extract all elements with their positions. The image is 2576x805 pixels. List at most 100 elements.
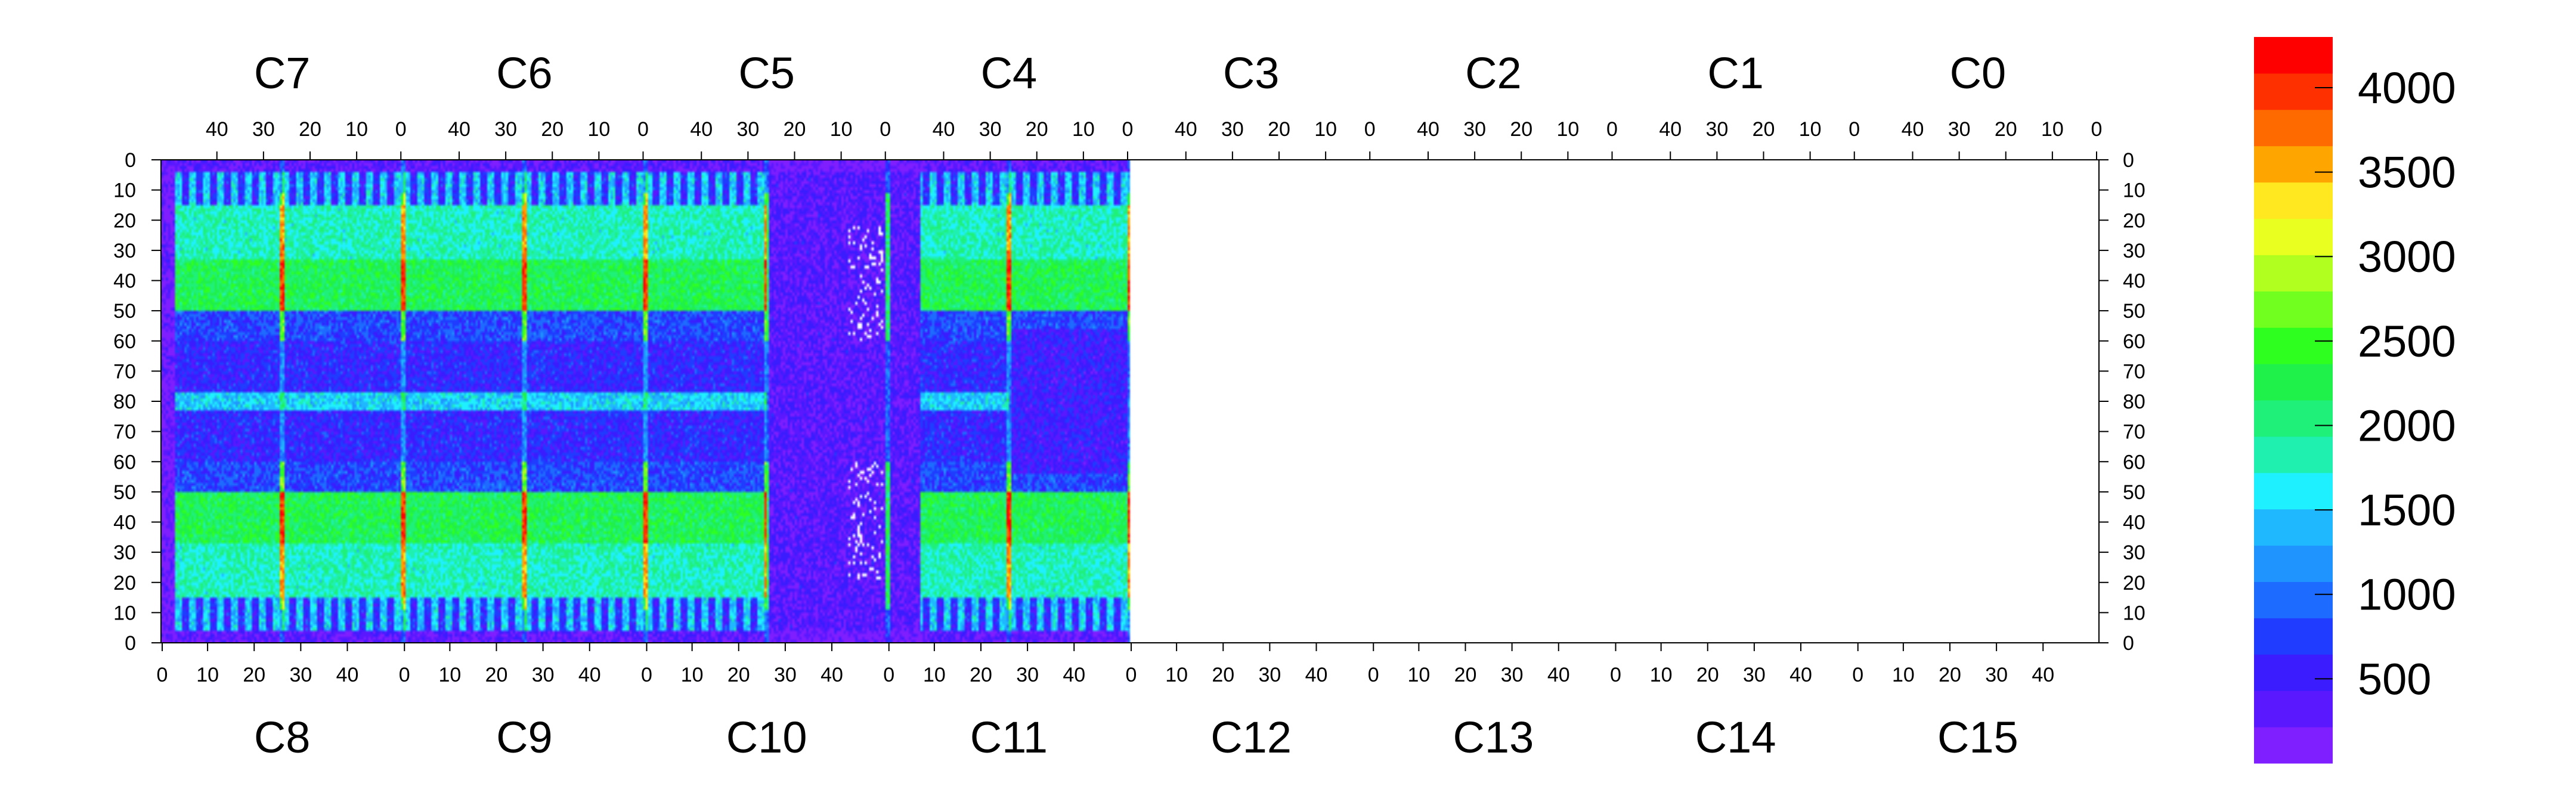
- bottom-chip-label: C15: [1937, 713, 2018, 762]
- bottom-x-tick-label: 20: [243, 664, 265, 686]
- top-x-tick-label: 40: [933, 118, 955, 141]
- bottom-x-tick-label: 0: [157, 664, 168, 686]
- y-tick-label-right: 20: [2123, 209, 2145, 232]
- heatmap-plot-area: [161, 160, 2099, 643]
- top-x-tick-label: 20: [1753, 118, 1775, 141]
- colorbar-swatch: [2254, 37, 2333, 74]
- y-tick-label-left: 40: [113, 512, 136, 534]
- y-tick-label-right: 10: [2123, 179, 2145, 202]
- y-tick-label-left: 0: [125, 632, 136, 655]
- top-chip-label: C6: [496, 48, 553, 98]
- colorbar-swatch: [2254, 73, 2333, 110]
- bottom-x-tick-label: 10: [438, 664, 461, 686]
- y-tick-label-right: 60: [2123, 330, 2145, 353]
- colorbar-swatch: [2254, 145, 2333, 183]
- bottom-x-tick-label: 10: [1165, 664, 1188, 686]
- y-tick-label-left: 10: [113, 179, 136, 202]
- colorbar-tick-label: 1000: [2358, 570, 2456, 620]
- y-tick-label-left: 40: [113, 270, 136, 293]
- bottom-x-tick-label: 20: [1939, 664, 1961, 686]
- bottom-chip-label: C9: [496, 713, 553, 762]
- bottom-x-tick-label: 40: [1305, 664, 1328, 686]
- top-x-tick-label: 0: [1849, 118, 1860, 141]
- top-x-tick-label: 0: [1122, 118, 1134, 141]
- top-x-tick-label: 20: [1268, 118, 1290, 141]
- y-tick-label-right: 0: [2123, 632, 2134, 655]
- top-x-tick-label: 30: [252, 118, 275, 141]
- bottom-x-tick-label: 0: [641, 664, 652, 686]
- y-tick-label-right: 60: [2123, 451, 2145, 473]
- colorbar-swatch: [2254, 218, 2333, 255]
- y-tick-label-right: 10: [2123, 602, 2145, 624]
- bottom-x-tick-label: 30: [289, 664, 312, 686]
- top-x-tick-label: 30: [1948, 118, 1971, 141]
- bottom-x-tick-label: 30: [1016, 664, 1039, 686]
- top-x-tick-label: 40: [206, 118, 228, 141]
- bottom-x-tick-label: 10: [681, 664, 704, 686]
- top-chip-label: C3: [1223, 48, 1280, 98]
- top-x-tick-label: 0: [1364, 118, 1376, 141]
- bottom-x-tick-label: 20: [1454, 664, 1477, 686]
- y-tick-label-left: 50: [113, 481, 136, 504]
- top-x-tick-label: 20: [784, 118, 806, 141]
- y-tick-label-right: 30: [2123, 240, 2145, 262]
- top-chip-label: C1: [1707, 48, 1764, 98]
- top-x-tick-label: 40: [1175, 118, 1197, 141]
- top-x-tick-label: 20: [1026, 118, 1048, 141]
- y-tick-label-right: 50: [2123, 481, 2145, 504]
- bottom-chip-label: C12: [1210, 713, 1292, 762]
- bottom-x-tick-label: 20: [1696, 664, 1719, 686]
- y-tick-label-right: 40: [2123, 270, 2145, 293]
- bottom-x-tick-label: 20: [970, 664, 992, 686]
- y-tick-label-left: 20: [113, 572, 136, 595]
- y-tick-label-right: 30: [2123, 541, 2145, 564]
- top-x-tick-label: 40: [1417, 118, 1439, 141]
- bottom-x-tick-label: 10: [1892, 664, 1915, 686]
- colorbar-swatch: [2254, 691, 2333, 727]
- bottom-x-tick-label: 0: [1126, 664, 1137, 686]
- bottom-x-tick-label: 30: [1258, 664, 1281, 686]
- bottom-x-tick-label: 40: [2032, 664, 2054, 686]
- top-chip-label: C4: [981, 48, 1038, 98]
- bottom-x-tick-label: 10: [1650, 664, 1673, 686]
- colorbar-swatch: [2254, 436, 2333, 473]
- bottom-x-tick-label: 40: [1789, 664, 1812, 686]
- y-tick-label-left: 60: [113, 451, 136, 473]
- top-x-tick-label: 30: [1221, 118, 1244, 141]
- top-x-tick-label: 30: [1463, 118, 1486, 141]
- top-x-tick-label: 10: [345, 118, 368, 141]
- top-x-tick-label: 10: [587, 118, 610, 141]
- top-x-tick-label: 10: [1072, 118, 1095, 141]
- bottom-x-tick-label: 40: [821, 664, 843, 686]
- top-x-tick-label: 30: [979, 118, 1002, 141]
- top-x-tick-label: 10: [1314, 118, 1337, 141]
- top-x-tick-label: 0: [880, 118, 891, 141]
- top-x-tick-label: 30: [1705, 118, 1728, 141]
- top-x-tick-label: 40: [448, 118, 470, 141]
- bottom-chip-label: C11: [970, 713, 1048, 762]
- y-tick-label-left: 80: [113, 391, 136, 413]
- colorbar-tick-label: 4000: [2358, 63, 2456, 113]
- bottom-x-tick-label: 20: [485, 664, 508, 686]
- colorbar-swatch: [2254, 400, 2333, 437]
- top-chip-label: C7: [254, 48, 311, 98]
- bottom-x-tick-label: 20: [727, 664, 750, 686]
- top-x-tick-label: 30: [736, 118, 759, 141]
- bottom-chip-label: C10: [726, 713, 807, 762]
- top-x-tick-label: 10: [1556, 118, 1579, 141]
- y-tick-label-right: 40: [2123, 512, 2145, 534]
- bottom-x-tick-label: 40: [578, 664, 601, 686]
- bottom-x-tick-label: 10: [923, 664, 946, 686]
- bottom-x-tick-label: 30: [774, 664, 797, 686]
- top-chip-label: C5: [738, 48, 795, 98]
- bottom-x-tick-label: 30: [1743, 664, 1766, 686]
- top-x-tick-label: 30: [494, 118, 517, 141]
- y-tick-label-left: 0: [125, 149, 136, 172]
- bottom-x-tick-label: 10: [196, 664, 219, 686]
- colorbar-swatch: [2254, 291, 2333, 328]
- colorbar-swatch: [2254, 109, 2333, 147]
- y-tick-label-left: 30: [113, 541, 136, 564]
- bottom-x-tick-label: 30: [532, 664, 555, 686]
- top-x-tick-label: 20: [299, 118, 321, 141]
- colorbar-swatch: [2254, 255, 2333, 292]
